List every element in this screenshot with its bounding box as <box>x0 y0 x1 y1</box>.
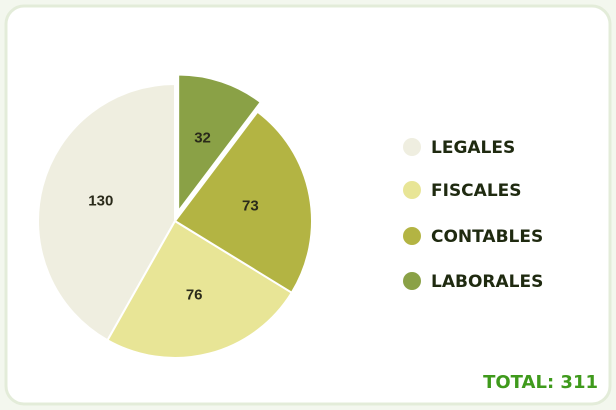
legend-label: FISCALES <box>431 181 522 201</box>
total-label: TOTAL: 311 <box>483 372 598 393</box>
pie-slice <box>173 110 313 295</box>
slice-label: 130 <box>88 192 113 209</box>
slice-label: 73 <box>242 198 259 215</box>
slice-label: 76 <box>186 286 203 303</box>
pie-slice <box>37 82 176 342</box>
legend-marker <box>403 138 421 156</box>
legend-label: LABORALES <box>431 272 543 292</box>
pie-slice <box>177 73 263 215</box>
legend-label: LEGALES <box>431 138 515 158</box>
legend-label: CONTABLES <box>431 227 543 247</box>
legend-marker <box>403 227 421 245</box>
legend-marker <box>403 272 421 290</box>
legend-marker <box>403 181 421 199</box>
pie-slice <box>106 219 294 359</box>
slice-label: 32 <box>194 130 211 147</box>
